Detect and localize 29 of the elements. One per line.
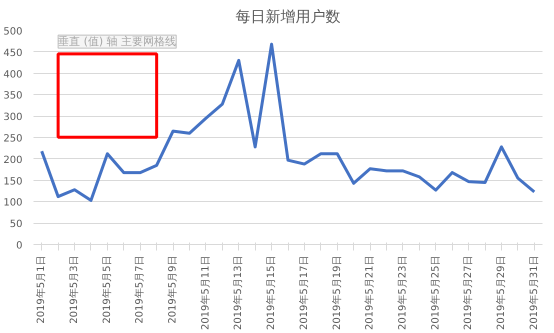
y-tick-label: 200 — [3, 154, 23, 166]
x-tick-label: 2019年5月1日 — [35, 255, 48, 324]
annotation: 垂直 (值) 轴 主要网格线 — [58, 35, 176, 48]
y-tick-label: 350 — [3, 90, 23, 102]
x-tick-label: 2019年5月15日 — [265, 255, 278, 330]
y-tick-label: 500 — [3, 26, 23, 38]
x-tick-label: 2019年5月31日 — [528, 255, 540, 330]
x-tick-label: 2019年5月3日 — [68, 255, 80, 324]
x-tick-label: 2019年5月11日 — [199, 255, 212, 330]
x-tick-label: 2019年5月13日 — [232, 255, 244, 330]
y-tick-label: 50 — [10, 219, 23, 230]
x-tick-label: 2019年5月29日 — [494, 255, 507, 330]
y-tick-label: 300 — [3, 112, 23, 124]
x-tick-label: 2019年5月5日 — [100, 255, 113, 324]
y-tick-label: 0 — [16, 240, 23, 252]
x-tick-label: 2019年5月19日 — [330, 255, 343, 330]
x-tick-label: 2019年5月23日 — [396, 255, 408, 330]
x-tick-label: 2019年5月7日 — [134, 255, 146, 324]
x-tick-label: 2019年5月17日 — [298, 255, 310, 330]
x-tick-label: 2019年5月9日 — [166, 255, 179, 324]
y-tick-label: 250 — [3, 134, 23, 144]
x-tick-label: 2019年5月27日 — [462, 255, 474, 330]
chart-title: 每日新增用户数 — [236, 8, 340, 26]
y-tick-label: 450 — [3, 48, 23, 59]
y-tick-label: 100 — [3, 198, 23, 209]
y-tick-label: 150 — [3, 176, 23, 188]
y-tick-label: 400 — [3, 69, 23, 80]
x-tick-label: 2019年5月21日 — [364, 255, 376, 330]
x-tick-label: 2019年5月25日 — [429, 255, 442, 330]
